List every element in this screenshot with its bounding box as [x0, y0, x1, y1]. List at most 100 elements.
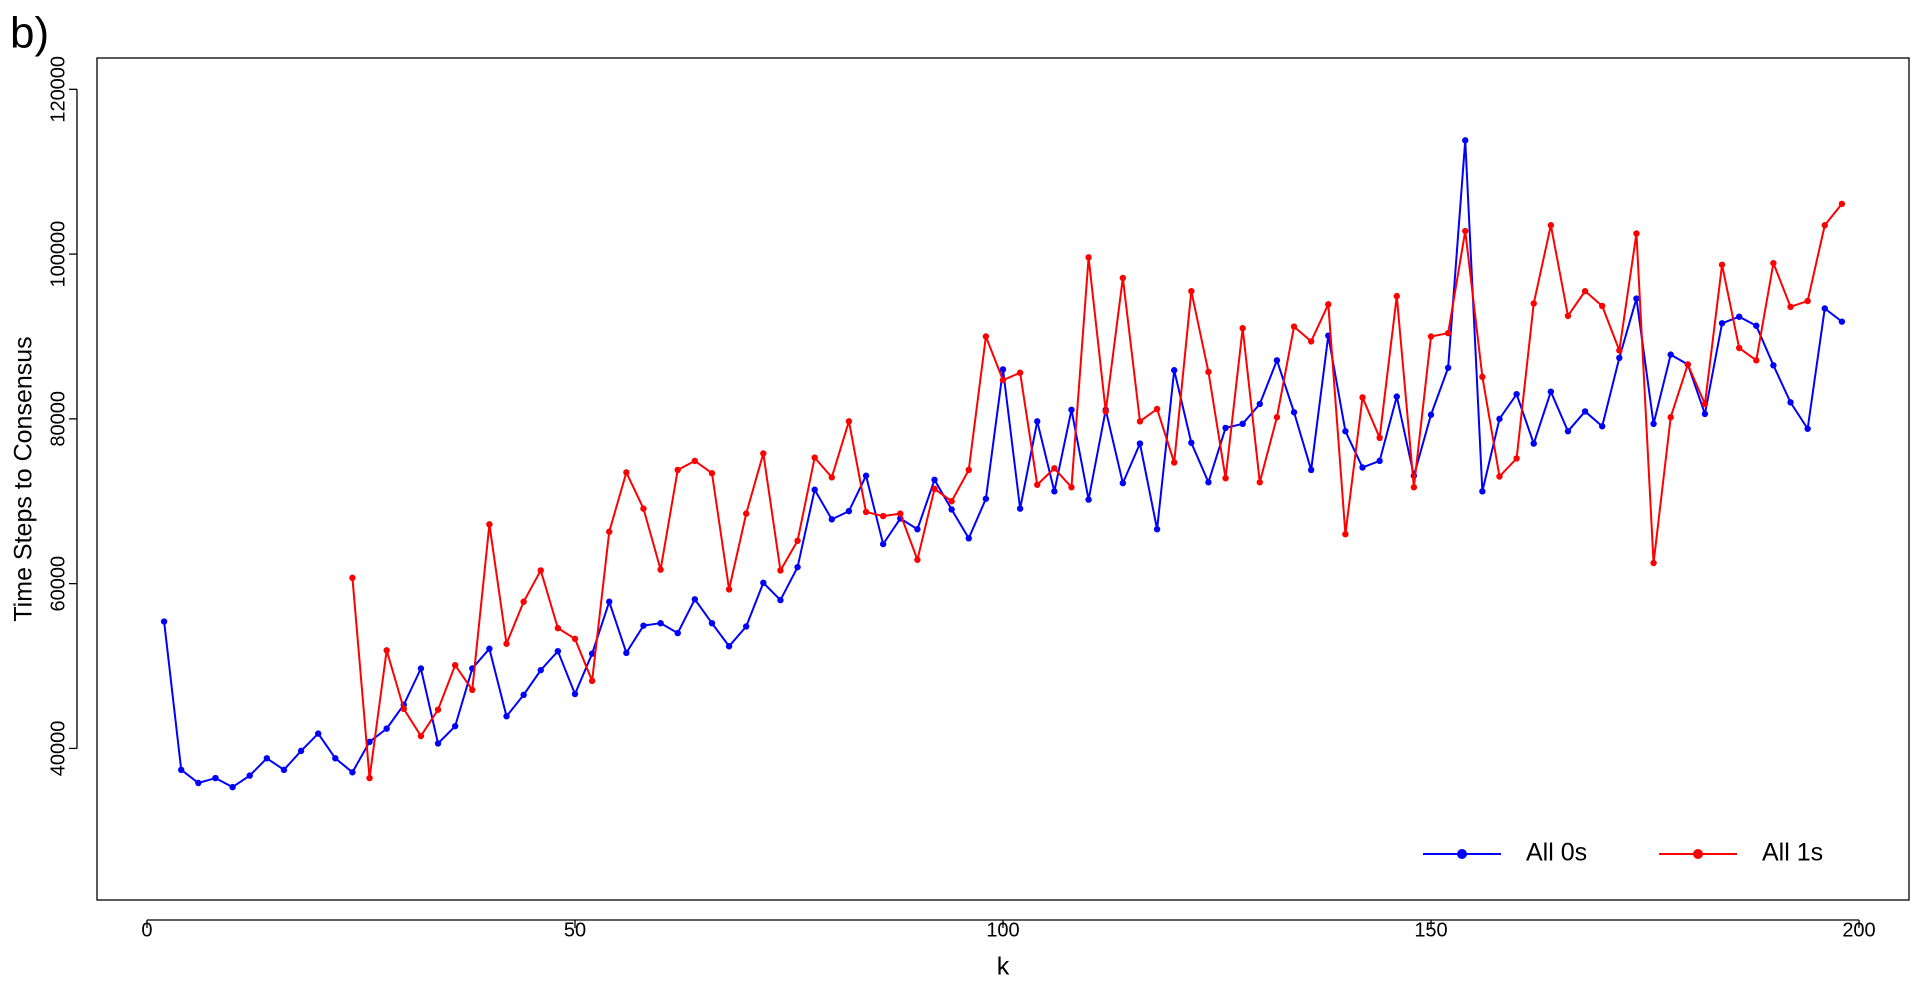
data-point — [280, 766, 288, 774]
data-point — [914, 526, 921, 533]
data-point — [708, 470, 716, 477]
data-point — [520, 598, 527, 605]
y-tick-label: 100000 — [47, 221, 69, 288]
data-point — [1427, 411, 1435, 418]
data-point — [571, 690, 579, 698]
data-point — [1701, 410, 1709, 418]
data-point — [982, 333, 990, 340]
data-point — [588, 650, 596, 657]
data-point — [1034, 481, 1041, 488]
data-point — [760, 579, 767, 587]
data-point — [1735, 313, 1743, 320]
data-point — [400, 705, 407, 713]
data-point — [1530, 300, 1537, 307]
data-point — [1256, 479, 1264, 486]
data-point — [1513, 390, 1520, 398]
data-point — [742, 623, 750, 630]
data-point — [1599, 423, 1606, 430]
data-point — [1359, 464, 1366, 471]
data-point — [1616, 354, 1623, 362]
data-point — [486, 521, 493, 528]
data-point — [1479, 373, 1486, 381]
data-point — [1325, 301, 1332, 308]
data-point — [434, 706, 442, 713]
data-point — [1239, 325, 1246, 332]
data-point — [451, 661, 459, 669]
data-point — [1427, 333, 1435, 340]
data-point — [623, 469, 630, 476]
data-point — [178, 766, 185, 774]
data-point — [1136, 418, 1144, 425]
data-point — [1016, 505, 1024, 512]
data-point — [1496, 415, 1503, 423]
data-point — [1513, 455, 1520, 462]
data-point — [777, 596, 784, 604]
data-point — [691, 457, 699, 465]
data-point — [383, 725, 390, 732]
data-point — [1838, 200, 1846, 208]
data-point — [914, 556, 921, 563]
data-point — [1068, 406, 1075, 413]
data-point — [845, 418, 853, 425]
data-point — [571, 635, 579, 643]
data-point — [623, 649, 630, 657]
y-axis-title: Time Steps to Consensus — [10, 336, 38, 621]
data-point — [640, 622, 647, 629]
data-point — [263, 755, 271, 762]
data-point — [1188, 287, 1195, 295]
data-point — [657, 566, 664, 573]
plot-box — [96, 57, 1910, 901]
data-point — [537, 567, 544, 574]
data-point — [1068, 484, 1075, 491]
x-tick-label: 150 — [1414, 919, 1447, 941]
data-point — [1393, 292, 1400, 300]
data-point — [554, 647, 562, 655]
data-point — [1547, 388, 1555, 395]
data-point — [1701, 400, 1709, 408]
data-point — [742, 510, 750, 517]
data-point — [897, 510, 904, 517]
data-point — [469, 686, 476, 694]
data-point — [1787, 303, 1794, 311]
data-point — [1359, 394, 1366, 401]
legend-marker — [1457, 849, 1467, 859]
data-point — [1307, 338, 1315, 345]
data-point — [1410, 484, 1418, 491]
data-point — [1016, 369, 1024, 376]
data-point — [1462, 227, 1469, 235]
data-point — [879, 512, 887, 520]
data-point — [1376, 457, 1383, 465]
data-point — [777, 567, 784, 574]
data-point — [212, 774, 219, 782]
data-point — [1496, 473, 1503, 480]
legend-label: All 1s — [1762, 839, 1823, 867]
data-point — [1564, 428, 1572, 435]
data-point — [486, 645, 493, 652]
data-point — [1153, 405, 1161, 413]
data-point — [725, 643, 733, 650]
data-point — [520, 691, 527, 699]
data-point — [588, 677, 596, 685]
data-point — [1633, 295, 1640, 302]
series-line — [351, 203, 1843, 779]
legend-label: All 0s — [1526, 839, 1587, 867]
data-point — [965, 535, 972, 542]
data-point — [1564, 312, 1572, 320]
panel-label: b) — [10, 9, 49, 58]
data-point — [1290, 323, 1298, 330]
data-point — [1153, 526, 1161, 533]
data-point — [1821, 305, 1828, 312]
data-point — [554, 624, 562, 632]
data-point — [948, 498, 955, 505]
data-point — [1085, 496, 1092, 503]
data-point — [1273, 414, 1281, 421]
data-point — [1650, 420, 1657, 428]
data-point — [537, 666, 544, 674]
data-point — [1222, 474, 1229, 482]
data-point — [1547, 222, 1555, 229]
data-point — [1102, 408, 1109, 415]
data-point — [708, 619, 716, 627]
data-point — [965, 466, 972, 474]
data-point — [1444, 364, 1452, 371]
data-point — [366, 738, 373, 746]
